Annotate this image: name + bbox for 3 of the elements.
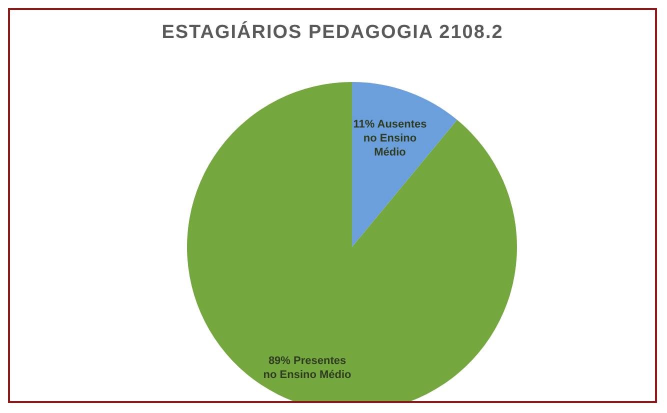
slice-label: 89% Presentes no Ensino Médio bbox=[263, 355, 352, 382]
chart-title: ESTAGIÁRIOS PEDAGOGIA 2108.2 bbox=[160, 22, 504, 44]
slice-label: 11% Ausentes no Ensino Médio bbox=[353, 118, 427, 158]
